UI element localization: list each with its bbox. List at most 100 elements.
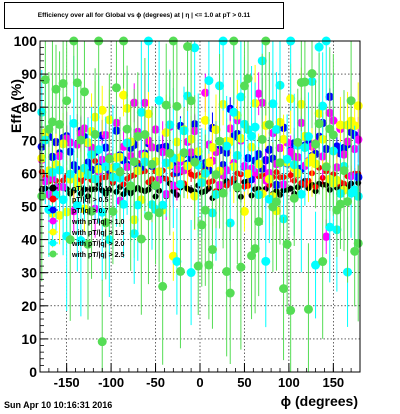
data-point xyxy=(250,122,260,132)
data-point xyxy=(83,239,93,249)
data-point xyxy=(303,131,313,141)
data-point xyxy=(293,137,303,147)
data-point xyxy=(286,305,296,315)
data-point xyxy=(136,107,146,117)
data-point xyxy=(254,89,263,98)
data-point xyxy=(58,195,68,205)
data-point xyxy=(87,206,97,216)
data-point xyxy=(143,109,153,119)
data-point xyxy=(343,197,353,207)
x-tick-label: -100 xyxy=(98,375,124,390)
data-point xyxy=(108,206,118,216)
data-point xyxy=(207,142,217,152)
data-point xyxy=(119,90,129,100)
data-point xyxy=(58,79,68,89)
data-point xyxy=(314,119,324,129)
data-point xyxy=(97,105,107,115)
data-point xyxy=(207,245,217,255)
legend-label: with pT/|q| > 1.0 xyxy=(71,219,124,226)
data-point xyxy=(215,136,225,146)
data-point xyxy=(239,206,249,216)
legend-marker xyxy=(49,228,57,236)
data-point xyxy=(200,115,210,125)
data-point xyxy=(275,158,285,168)
legend-entry: with pT/|q| > 1.5 xyxy=(48,228,124,237)
data-point xyxy=(307,69,317,79)
data-point xyxy=(72,78,82,88)
data-point xyxy=(62,96,72,106)
data-point xyxy=(55,210,65,220)
data-point xyxy=(325,222,335,232)
data-point xyxy=(76,135,86,145)
data-point xyxy=(165,148,175,158)
data-point xyxy=(133,131,143,141)
data-point xyxy=(339,166,349,176)
data-point xyxy=(97,337,107,347)
data-point xyxy=(140,130,150,140)
chart-title-box: Efficiency over all for Global vs ϕ (deg… xyxy=(4,2,284,29)
data-point xyxy=(204,76,214,86)
data-point xyxy=(204,158,214,168)
data-point xyxy=(247,251,257,261)
x-tick-label: 50 xyxy=(237,375,251,390)
data-point xyxy=(69,118,79,128)
data-point xyxy=(289,193,299,203)
data-point xyxy=(243,74,253,84)
data-point xyxy=(232,182,242,192)
data-point xyxy=(129,157,139,167)
data-point xyxy=(172,256,182,266)
y-tick-label: 0 xyxy=(29,364,37,380)
data-point xyxy=(264,194,274,204)
data-point xyxy=(250,168,260,177)
data-point xyxy=(279,134,289,144)
y-tick-label: 70 xyxy=(21,132,37,148)
legend-marker xyxy=(49,250,57,258)
data-point xyxy=(154,95,164,105)
legend-marker xyxy=(49,206,57,214)
data-point xyxy=(197,220,207,230)
data-point xyxy=(346,96,356,106)
timestamp: Sun Apr 10 10:16:31 2016 xyxy=(4,400,113,410)
data-point xyxy=(350,246,360,256)
legend-label: pT/|q| > 0.11 xyxy=(72,186,112,193)
data-point xyxy=(271,197,281,207)
data-point xyxy=(190,43,200,53)
data-point xyxy=(236,262,246,272)
y-tick-label: 100 xyxy=(14,33,38,49)
data-point xyxy=(250,244,260,254)
data-point xyxy=(111,83,121,93)
legend-entry: with pT/|q| > 2.5 xyxy=(48,250,124,259)
axis-ticks: -150 -100 -50 0 50 100 150 0 10 20 30 40 50 60 70 80 90 1… xyxy=(14,33,361,390)
data-point xyxy=(122,124,132,134)
data-point xyxy=(311,139,321,149)
x-axis-label: ϕ (degrees) xyxy=(281,393,358,409)
data-point xyxy=(179,148,189,158)
data-point xyxy=(186,96,196,106)
data-point xyxy=(218,188,228,198)
legend-marker xyxy=(49,239,57,247)
x-tick-label: 100 xyxy=(278,375,300,390)
legend-marker xyxy=(49,217,57,225)
y-tick-label: 40 xyxy=(21,232,37,248)
data-point xyxy=(328,130,338,140)
data-point xyxy=(190,157,200,167)
chart-title: Efficiency over all for Global vs ϕ (deg… xyxy=(37,12,251,19)
legend-entry: pT/|q| > 0.11 xyxy=(48,184,112,193)
data-point xyxy=(147,159,157,169)
legend: pT/|q| > 0.11 pT/|q| > 0.5 pT/|q| > 0.7 wit… xyxy=(48,184,124,259)
data-point xyxy=(279,284,289,294)
data-point xyxy=(322,232,331,241)
data-point xyxy=(296,189,306,199)
data-point xyxy=(303,304,313,314)
data-point xyxy=(282,154,292,164)
y-tick-label: 80 xyxy=(21,99,37,115)
legend-entry: with pT/|q| > 1.0 xyxy=(48,217,124,226)
data-point xyxy=(225,288,235,298)
data-point xyxy=(172,101,182,111)
data-point xyxy=(335,120,345,130)
data-point xyxy=(158,200,168,210)
legend-label: pT/|q| > 0.7 xyxy=(72,208,109,215)
data-point xyxy=(282,239,292,249)
y-axis-label: EffA (%) xyxy=(8,79,24,133)
y-tick-label: 90 xyxy=(21,66,37,82)
